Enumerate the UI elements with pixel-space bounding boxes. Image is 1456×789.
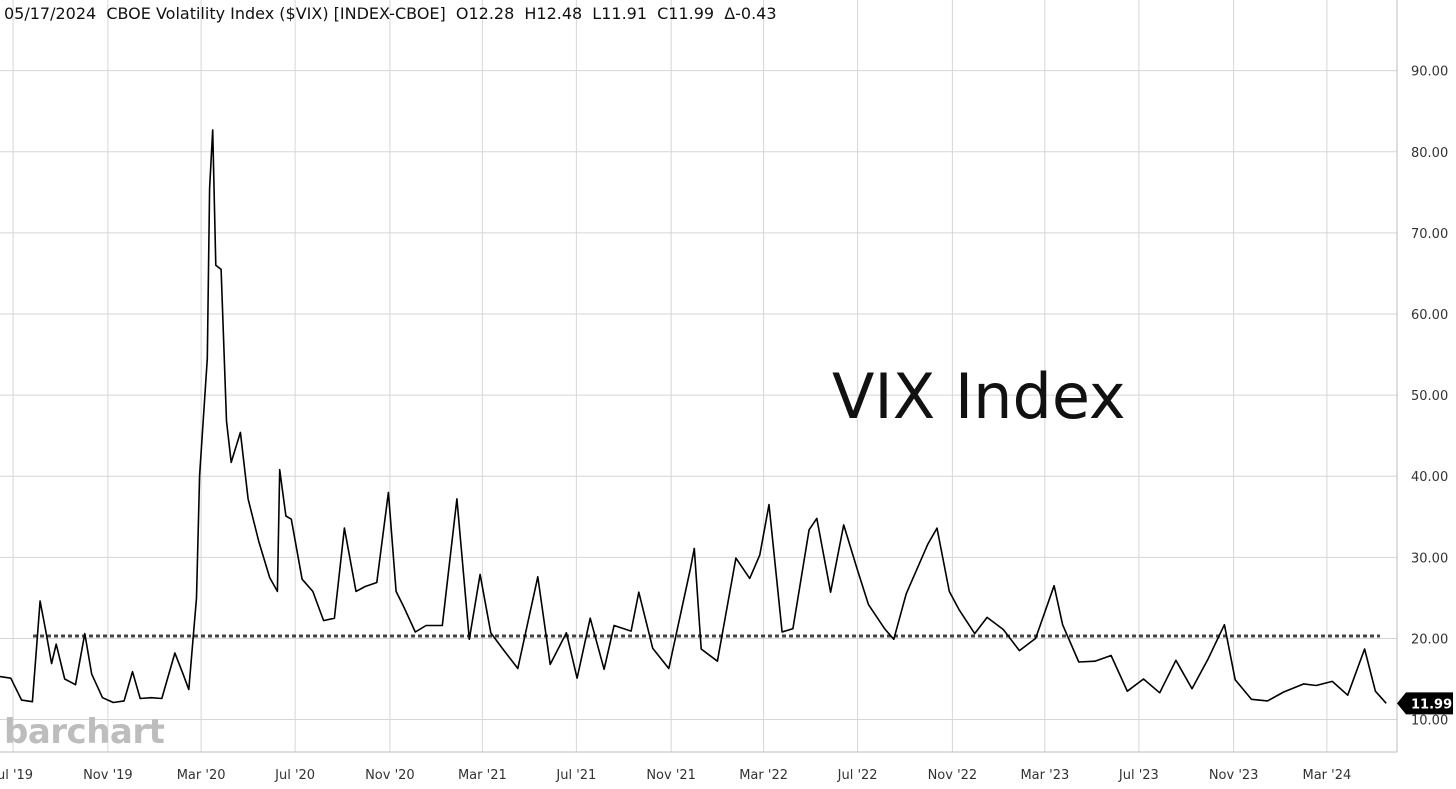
x-tick-label: Mar '24 [1302,768,1351,783]
chart-annotation: VIX Index [832,360,1126,433]
x-tick-label: Nov '21 [646,768,696,783]
y-tick-label: 30.00 [1411,551,1448,566]
x-tick-label: Mar '21 [458,768,507,783]
y-tick-label: 80.00 [1411,146,1448,161]
x-tick-label: Mar '22 [739,768,788,783]
barchart-logo: barchart [4,712,165,752]
x-tick-label: Nov '20 [365,768,415,783]
x-tick-label: Jul '19 [0,768,33,783]
last-value-marker: 11.99 [1397,692,1453,715]
y-tick-label: 50.00 [1411,389,1448,404]
y-tick-label: 90.00 [1411,65,1448,80]
x-tick-label: Nov '19 [83,768,133,783]
x-tick-label: Mar '23 [1020,768,1069,783]
header-change: Δ-0.43 [724,4,777,23]
x-tick-label: Jul '21 [555,768,596,783]
y-tick-label: 70.00 [1411,227,1448,242]
header-open: O12.28 [455,4,515,23]
header-instrument: CBOE Volatility Index ($VIX) [INDEX-CBOE… [106,4,446,23]
y-tick-label: 20.00 [1411,632,1448,647]
chart-gridlines [0,0,1398,753]
vix-series-line [0,129,1387,704]
x-tick-label: Nov '23 [1209,768,1259,783]
x-tick-label: Nov '22 [928,768,978,783]
last-value-label: 11.99 [1411,697,1452,712]
header-date: 05/17/2024 [4,4,97,23]
x-tick-label: Jul '22 [837,768,878,783]
y-tick-label: 40.00 [1411,470,1448,485]
last-value-tag [1397,692,1453,715]
axis-labels-group: 10.00 20.00 30.00 40.00 50.00 60.00 70.00 80.00… [0,65,1448,783]
y-tick-label: 60.00 [1411,308,1448,323]
chart-header: 05/17/2024 CBOE Volatility Index ($VIX) … [4,4,782,23]
series-group [0,129,1387,704]
x-tick-label: Jul '20 [274,768,315,783]
header-high: H12.48 [524,4,583,23]
header-close: C11.99 [657,4,715,23]
x-tick-label: Jul '23 [1118,768,1159,783]
x-tick-label: Mar '20 [177,768,226,783]
header-low: L11.91 [592,4,648,23]
y-tick-label: 10.00 [1411,714,1448,729]
